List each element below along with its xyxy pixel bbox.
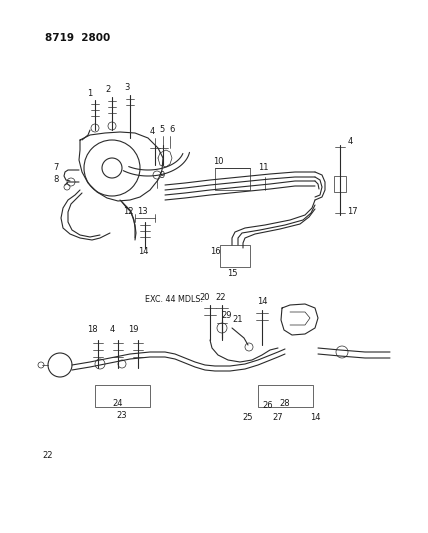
Text: 25: 25 <box>243 414 253 423</box>
Text: 3: 3 <box>124 84 130 93</box>
Text: 11: 11 <box>258 164 268 173</box>
Text: 13: 13 <box>137 207 147 216</box>
Text: 22: 22 <box>216 294 226 303</box>
Text: 29: 29 <box>222 311 232 319</box>
Text: 14: 14 <box>257 297 267 306</box>
Text: 8: 8 <box>54 175 59 184</box>
Bar <box>95 385 150 407</box>
Text: 10: 10 <box>213 157 223 166</box>
Bar <box>215 168 250 190</box>
Text: EXC. 44 MDLS.: EXC. 44 MDLS. <box>145 295 203 304</box>
Text: 4: 4 <box>110 326 115 335</box>
Text: 28: 28 <box>279 399 290 408</box>
Bar <box>220 245 250 267</box>
Text: 14: 14 <box>310 414 320 423</box>
Text: 12: 12 <box>123 207 133 216</box>
Text: 6: 6 <box>169 125 175 134</box>
Text: 2: 2 <box>105 85 110 94</box>
Text: 27: 27 <box>273 414 283 423</box>
Text: 22: 22 <box>43 450 53 459</box>
Text: 4: 4 <box>348 138 353 147</box>
Text: 1: 1 <box>87 88 92 98</box>
Text: 23: 23 <box>117 410 127 419</box>
Text: 4: 4 <box>149 127 155 136</box>
Text: 24: 24 <box>113 399 123 408</box>
Bar <box>334 176 346 192</box>
Text: 17: 17 <box>347 207 357 216</box>
Text: 26: 26 <box>263 400 273 409</box>
Bar <box>258 385 313 407</box>
Text: 8719  2800: 8719 2800 <box>45 33 110 43</box>
Text: 19: 19 <box>128 326 138 335</box>
Text: 20: 20 <box>200 294 210 303</box>
Text: 7: 7 <box>54 164 59 173</box>
Text: 9: 9 <box>159 171 165 180</box>
Text: 15: 15 <box>227 269 237 278</box>
Text: 14: 14 <box>138 247 148 256</box>
Text: 18: 18 <box>87 326 97 335</box>
Text: 16: 16 <box>210 247 220 256</box>
Text: 5: 5 <box>159 125 165 134</box>
Text: 21: 21 <box>233 316 243 325</box>
